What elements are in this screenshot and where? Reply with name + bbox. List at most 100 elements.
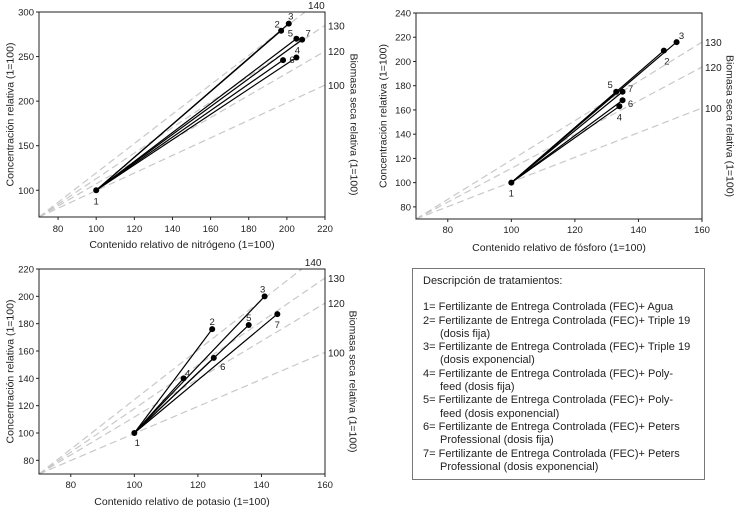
y-tick-label: 140 bbox=[395, 130, 411, 141]
treatment-vector-2 bbox=[133, 328, 213, 434]
treatment-point-2 bbox=[660, 47, 667, 54]
secondary-y-axis-label: Biomasa seca relativa (1=100) bbox=[723, 55, 735, 197]
treatment-point-label: 2 bbox=[210, 317, 215, 328]
x-tick-label: 80 bbox=[65, 480, 76, 491]
legend-items: 1= Fertilizante de Entrega Controlada (F… bbox=[423, 301, 704, 474]
treatment-point-label: 3 bbox=[288, 12, 293, 23]
legend-item-text: Fertilizante de Entrega Controlada (FEC)… bbox=[438, 420, 680, 433]
y-axis-label: Concentración relativa (1=100) bbox=[378, 44, 390, 188]
secondary-y-axis-label: Biomasa seca relativa (1=100) bbox=[346, 310, 358, 452]
treatment-point-5 bbox=[613, 88, 620, 95]
treatment-point-label: 7 bbox=[305, 29, 310, 40]
treatment-point-label: 4 bbox=[295, 45, 300, 56]
x-tick-label: 80 bbox=[53, 224, 64, 235]
legend-item-text: Fertilizante de Entrega Controlada (FEC)… bbox=[438, 447, 680, 460]
legend-item-text: Fertilizante de Entrega Controlada (FEC)… bbox=[438, 341, 691, 354]
y-axis-label: Concentración relativa (1=100) bbox=[5, 300, 17, 444]
treatment-point-label: 3 bbox=[679, 31, 684, 42]
biomass-isoline bbox=[415, 41, 703, 220]
treatment-point-label: 5 bbox=[246, 313, 251, 324]
biomass-isoline bbox=[415, 107, 703, 220]
isoline-label: 120 bbox=[328, 47, 345, 58]
treatment-point-3 bbox=[285, 20, 292, 27]
legend-item-number: 7= bbox=[423, 447, 436, 460]
y-tick-label: 200 bbox=[18, 97, 34, 108]
biomass-isoline bbox=[38, 268, 303, 475]
y-tick-label: 300 bbox=[18, 8, 34, 19]
treatment-point-label: 1 bbox=[509, 189, 514, 200]
legend-item-text: Fertilizante de Entrega Controlada (FEC)… bbox=[438, 314, 691, 327]
biomass-isoline bbox=[415, 66, 703, 220]
treatment-vector-7 bbox=[95, 39, 303, 191]
x-tick-label: 160 bbox=[203, 224, 219, 235]
y-tick-label: 80 bbox=[400, 202, 411, 213]
y-tick-label: 80 bbox=[23, 456, 34, 467]
treatment-point-label: 2 bbox=[664, 57, 669, 68]
x-tick-label: 160 bbox=[317, 480, 333, 491]
x-tick-label: 180 bbox=[241, 224, 257, 235]
y-axis-label: Concentración relativa (1=100) bbox=[5, 43, 17, 187]
legend-item: 7= Fertilizante de Entrega Controlada (F… bbox=[423, 448, 704, 475]
biomass-isoline bbox=[38, 50, 326, 218]
legend-item-text-continued: feed (dosis exponencial) bbox=[440, 407, 560, 420]
legend-item: 1= Fertilizante de Entrega Controlada (F… bbox=[423, 301, 704, 314]
treatment-point-6 bbox=[619, 97, 626, 104]
plot-frame bbox=[415, 12, 703, 220]
y-tick-label: 160 bbox=[18, 347, 34, 358]
treatment-point-label: 6 bbox=[220, 362, 225, 373]
legend-item-number: 1= bbox=[423, 301, 436, 314]
biomass-isoline bbox=[38, 351, 326, 475]
x-tick-label: 100 bbox=[503, 225, 519, 236]
legend-item-text: Fertilizante de Entrega Controlada (FEC)… bbox=[438, 301, 674, 314]
legend-title: Descripción de tratamientos: bbox=[423, 275, 563, 287]
treatment-point-label: 3 bbox=[260, 284, 265, 295]
legend-item: 2= Fertilizante de Entrega Controlada (F… bbox=[423, 315, 704, 342]
treatment-point-7 bbox=[299, 36, 306, 43]
y-tick-label: 250 bbox=[18, 52, 34, 63]
x-tick-label: 80 bbox=[442, 225, 453, 236]
treatment-point-label: 4 bbox=[185, 368, 190, 379]
treatment-vector-4 bbox=[95, 56, 297, 191]
treatment-point-3 bbox=[261, 293, 268, 300]
y-tick-label: 100 bbox=[18, 429, 34, 440]
treatment-point-6 bbox=[280, 57, 287, 64]
treatment-point-7 bbox=[619, 88, 626, 95]
legend-item: 4= Fertilizante de Entrega Controlada (F… bbox=[423, 368, 704, 395]
y-tick-label: 160 bbox=[395, 105, 411, 116]
isoline-label: 100 bbox=[705, 104, 722, 115]
x-tick-label: 200 bbox=[279, 224, 295, 235]
isoline-label: 140 bbox=[305, 258, 322, 269]
isoline-label: 100 bbox=[328, 81, 345, 92]
treatment-point-1 bbox=[131, 430, 138, 436]
treatment-point-1 bbox=[93, 187, 100, 194]
y-tick-label: 120 bbox=[18, 401, 34, 412]
secondary-y-axis-label: Biomasa seca relativa (1=100) bbox=[347, 53, 359, 195]
x-tick-label: 120 bbox=[567, 225, 583, 236]
treatment-point-4 bbox=[293, 54, 300, 61]
y-tick-label: 220 bbox=[395, 33, 411, 44]
treatment-point-5 bbox=[245, 322, 252, 329]
y-tick-label: 120 bbox=[395, 154, 411, 165]
treatment-vector-5 bbox=[95, 38, 297, 191]
y-tick-label: 180 bbox=[395, 81, 411, 92]
isoline-label: 130 bbox=[328, 21, 345, 32]
treatment-vector-4 bbox=[133, 377, 185, 434]
plot-frame bbox=[38, 268, 326, 475]
treatment-vector-3 bbox=[95, 23, 290, 191]
x-tick-label: 140 bbox=[165, 224, 181, 235]
treatment-point-label: 7 bbox=[628, 84, 633, 95]
chart-panel-potassium: 140 130 120 100 80 100 120 140 160 80 100 120 140 160… bbox=[5, 258, 359, 508]
treatment-vector-6 bbox=[133, 357, 215, 434]
legend-item: 6= Fertilizante de Entrega Controlada (F… bbox=[423, 421, 704, 448]
legend-item-text-continued: (dosis exponencial) bbox=[440, 354, 535, 367]
treatment-vector-7 bbox=[133, 313, 278, 434]
treatment-point-1 bbox=[508, 179, 515, 186]
x-axis-label: Contenido relativo de fósforo (1=100) bbox=[472, 242, 646, 254]
treatment-point-label: 5 bbox=[288, 29, 293, 40]
y-tick-label: 140 bbox=[18, 374, 34, 385]
biomass-isoline bbox=[38, 84, 326, 218]
x-tick-label: 100 bbox=[126, 480, 142, 491]
treatment-point-5 bbox=[293, 35, 300, 42]
